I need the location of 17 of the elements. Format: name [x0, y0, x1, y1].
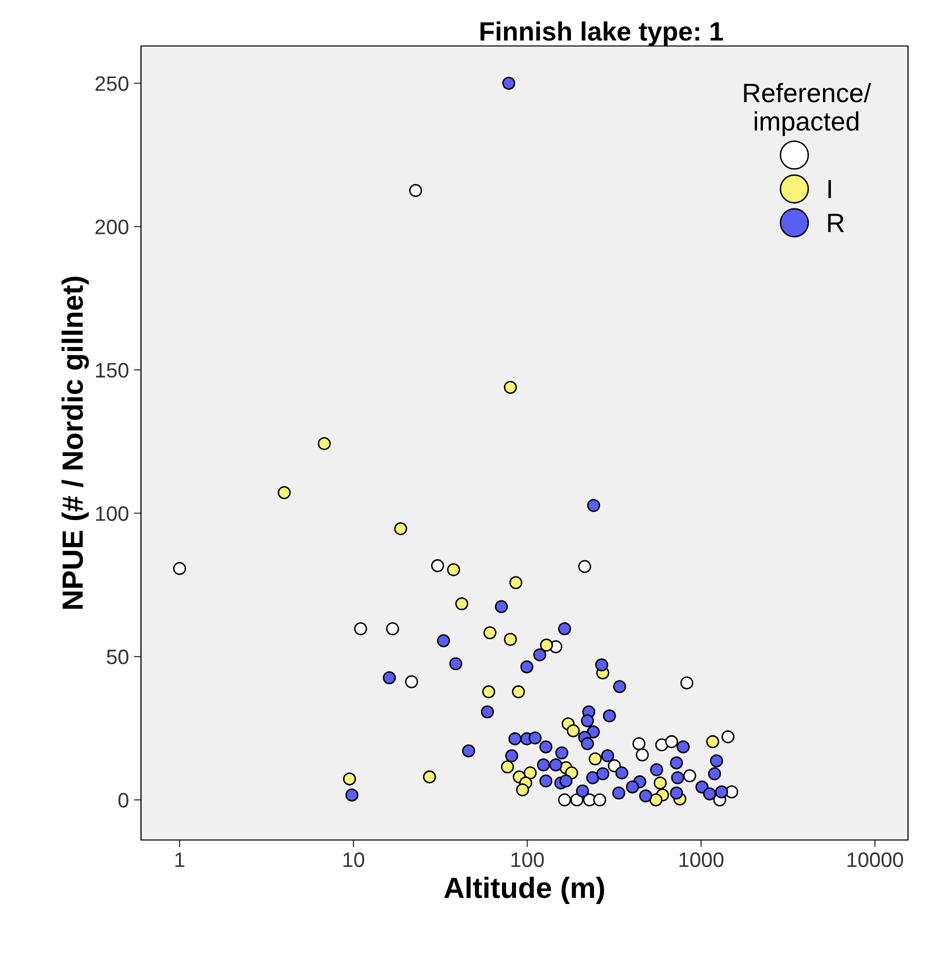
chart-title: Finnish lake type: 1: [480, 21, 723, 46]
y-tick-label: 250: [95, 76, 128, 92]
legend-label: I: [828, 180, 831, 198]
x-tick-label: 1: [175, 852, 184, 867]
y-tick-label: 50: [106, 650, 128, 664]
x-tick-label: 10: [343, 852, 364, 868]
legend-title: Reference/ impacted: [744, 82, 872, 136]
x-tick-label: 10000: [848, 852, 904, 868]
x-tick-label: 1000: [679, 852, 724, 868]
x-tick-label: 100: [511, 852, 544, 868]
x-axis-title: Altitude (m): [444, 876, 604, 904]
y-axis-title: NPUE (# / Nordic gillnet): [62, 276, 89, 609]
y-tick-label: 0: [118, 792, 128, 808]
y-tick-label: 150: [96, 362, 128, 378]
legend-label: R: [828, 214, 844, 232]
y-tick-label: 100: [96, 506, 128, 521]
y-tick-label: 200: [95, 220, 128, 234]
